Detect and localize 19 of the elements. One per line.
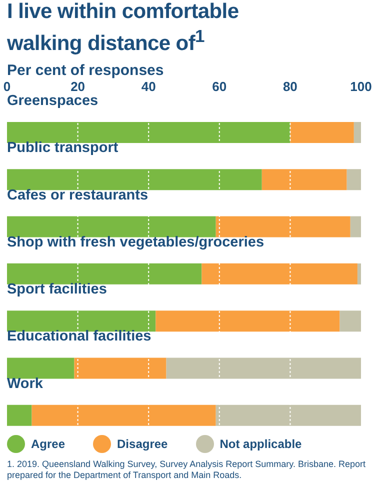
x-axis-title: Per cent of responses [6,61,165,79]
text: 1. 2019. Queensland Walking Survey, Survey Analysis Report Summary. Brisbane. Report prepared for the Department of Transport and Main Roads. [6,458,367,481]
x-tick-label: 100 [350,79,372,94]
x-tick-label: 20 [70,79,86,94]
y-tick-label: Sport facilities [7,282,107,298]
x-tick-label: 80 [282,79,298,94]
x-tick-label: 60 [212,79,227,94]
x-tick-label: 0 [3,79,11,94]
y-tick-label: Cafes or restaurants [7,187,148,204]
legend-label: Agree [31,437,66,451]
legend-label: Disagree [117,437,168,451]
y-tick-label: Educational facilities [7,328,152,345]
y-tick-label: Greenspaces [7,93,98,109]
x-tick-label: 40 [141,79,156,94]
y-tick-label: Work [7,376,44,392]
y-tick-label: Public transport [7,140,118,156]
y-tick-label: Shop with fresh vegetables/groceries [7,234,264,250]
chart-title: I live within comfortable walking distance of$^{1}$ [6,0,240,56]
legend-label: Not applicable [220,437,302,451]
